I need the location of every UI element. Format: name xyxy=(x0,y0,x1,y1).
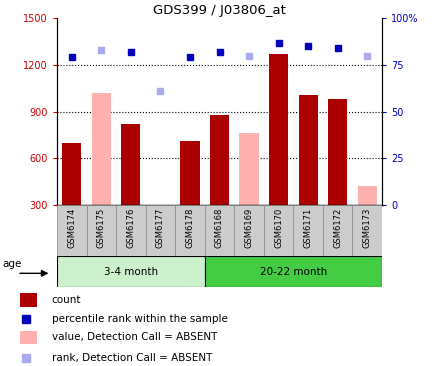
Bar xyxy=(268,54,287,205)
Text: GSM6173: GSM6173 xyxy=(362,208,371,248)
Text: percentile rank within the sample: percentile rank within the sample xyxy=(52,314,227,324)
Bar xyxy=(204,205,234,256)
Bar xyxy=(322,205,352,256)
Text: GSM6171: GSM6171 xyxy=(303,208,312,248)
Bar xyxy=(234,205,263,256)
Bar xyxy=(145,205,175,256)
Bar xyxy=(357,186,376,205)
Bar xyxy=(180,141,199,205)
Text: value, Detection Call = ABSENT: value, Detection Call = ABSENT xyxy=(52,332,217,343)
Bar xyxy=(20,331,37,344)
Bar xyxy=(92,93,111,205)
Bar xyxy=(20,293,37,307)
Text: 3-4 month: 3-4 month xyxy=(104,267,158,277)
Text: GSM6176: GSM6176 xyxy=(126,208,135,248)
Bar xyxy=(62,143,81,205)
Bar xyxy=(204,256,381,287)
Text: GSM6169: GSM6169 xyxy=(244,208,253,248)
Bar xyxy=(116,205,145,256)
Bar xyxy=(263,205,293,256)
Bar xyxy=(121,124,140,205)
Bar xyxy=(327,99,346,205)
Text: GSM6177: GSM6177 xyxy=(155,208,165,248)
Bar xyxy=(352,205,381,256)
Text: count: count xyxy=(52,295,81,305)
Bar xyxy=(298,94,317,205)
Bar xyxy=(175,205,204,256)
Text: GSM6174: GSM6174 xyxy=(67,208,76,248)
Text: 20-22 month: 20-22 month xyxy=(259,267,326,277)
Bar xyxy=(293,205,322,256)
Title: GDS399 / J03806_at: GDS399 / J03806_at xyxy=(153,4,285,17)
Bar xyxy=(86,205,116,256)
Text: GSM6170: GSM6170 xyxy=(273,208,283,248)
Text: GSM6175: GSM6175 xyxy=(97,208,106,248)
Text: age: age xyxy=(3,259,22,269)
Bar xyxy=(239,134,258,205)
Bar xyxy=(151,205,170,228)
Bar xyxy=(209,115,229,205)
Text: GSM6178: GSM6178 xyxy=(185,208,194,248)
Text: rank, Detection Call = ABSENT: rank, Detection Call = ABSENT xyxy=(52,354,212,363)
Text: GSM6172: GSM6172 xyxy=(332,208,341,248)
Text: GSM6168: GSM6168 xyxy=(215,208,223,248)
Bar xyxy=(57,205,86,256)
Bar xyxy=(57,256,204,287)
